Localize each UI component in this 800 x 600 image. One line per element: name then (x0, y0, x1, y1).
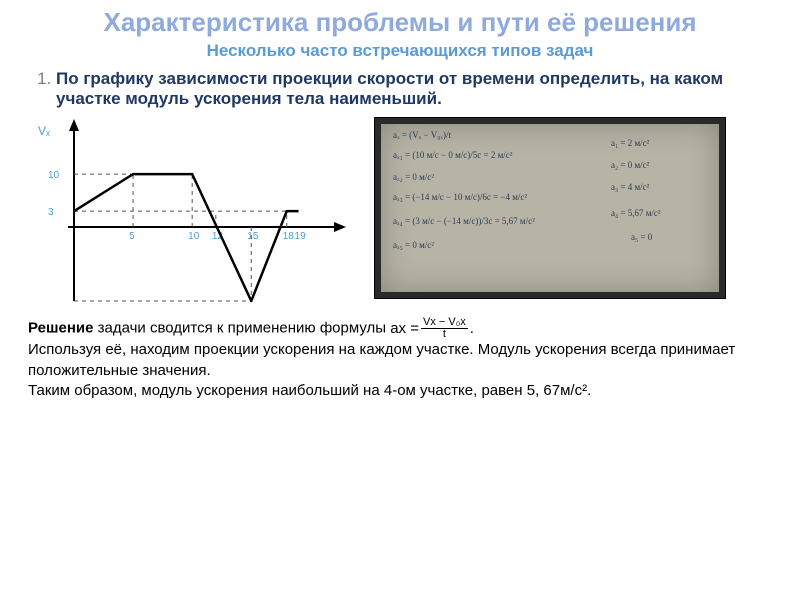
solution-text-block: Решение задачи сводится к применению фор… (28, 317, 772, 401)
solution-line-1: Решение задачи сводится к применению фор… (28, 317, 772, 340)
svg-text:5: 5 (129, 231, 135, 242)
slide-title: Характеристика проблемы и пути её решени… (28, 8, 772, 37)
slide-subtitle: Несколько часто встречающихся типов зада… (28, 41, 772, 61)
svg-text:10: 10 (48, 171, 60, 182)
solution-line-2: Используя её, находим проекции ускорения… (28, 340, 772, 381)
svg-text:19: 19 (295, 231, 307, 242)
solution-label: Решение (28, 320, 93, 337)
svg-text:3: 3 (48, 208, 54, 219)
solution-line-3: Таким образом, модуль ускорения наибольш… (28, 381, 772, 401)
task-item-1: По графику зависимости проекции скорости… (56, 69, 772, 110)
velocity-chart: Vₓ31051012151819 (28, 117, 348, 307)
formula: aх = Vх − V₀хt . (390, 317, 474, 340)
svg-text:Vₓ: Vₓ (38, 124, 50, 138)
svg-text:18: 18 (283, 231, 295, 242)
handwritten-solution-photo: aₓ = (Vₓ − V₀ₓ)/taₓ₁ = (10 м/с − 0 м/с)/… (374, 117, 726, 299)
task-list: По графику зависимости проекции скорости… (28, 69, 772, 110)
svg-text:15: 15 (247, 231, 259, 242)
svg-text:10: 10 (188, 231, 200, 242)
